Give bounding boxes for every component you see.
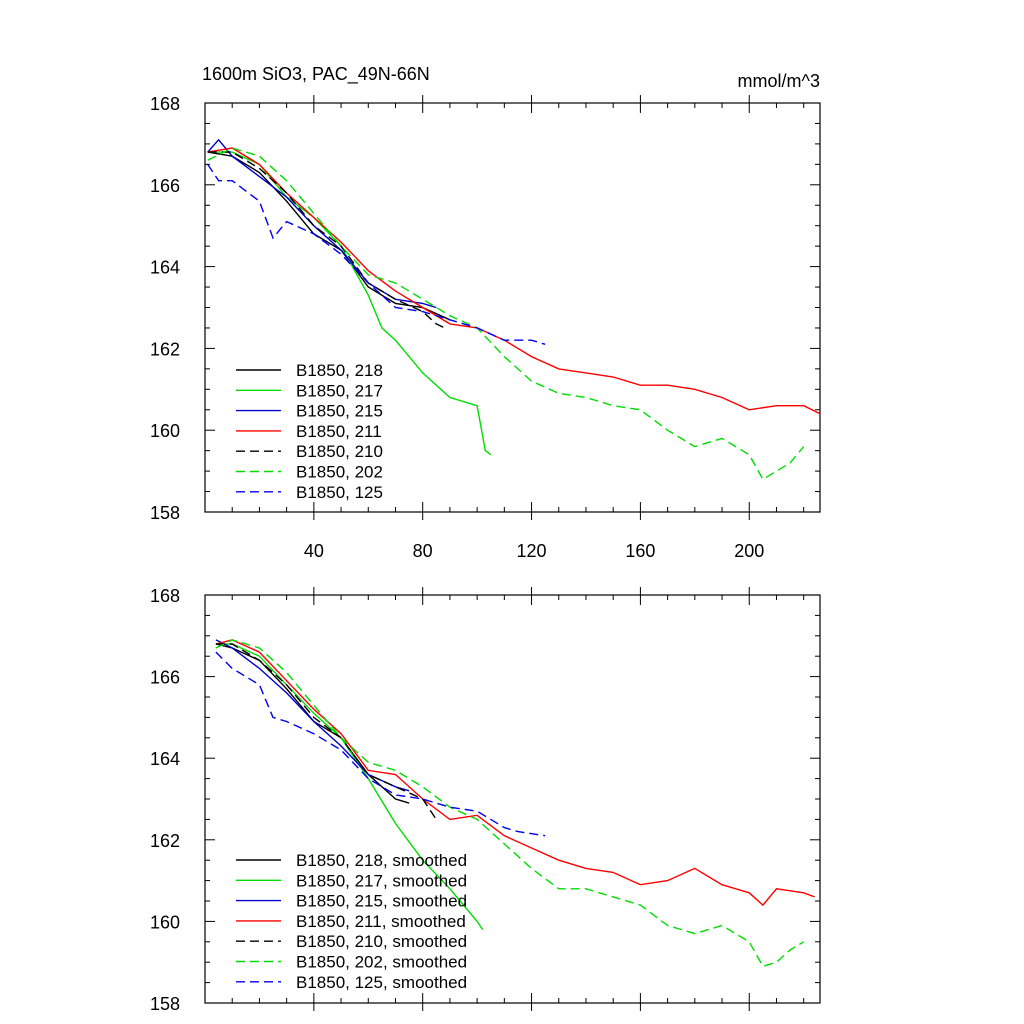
chart-title: 1600m SiO3, PAC_49N-66N [202,64,430,85]
y-tick-label: 162 [150,339,180,359]
legend-label: B1850, 218 [296,361,383,380]
y-tick-label: 160 [150,421,180,441]
legend-label: B1850, 217, smoothed [296,871,467,890]
top-panel: 1600m SiO3, PAC_49N-66N mmol/m^3 1581601… [150,64,821,561]
legend-label: B1850, 125, smoothed [296,973,467,992]
series-line-5 [215,643,437,820]
series-line-7 [207,164,546,345]
x-tick-label: 160 [625,541,655,561]
top-plot-area: 158 160 162 164 166 168 40 80 120 160 200 B1850, 21… [150,94,821,561]
series-line-4 [207,147,821,415]
legend-label: B1850, 217 [296,381,383,400]
x-tick-label: 120 [517,541,547,561]
y-tick-label: 166 [150,668,180,688]
legend-label: B1850, 202, smoothed [296,953,467,972]
x-tick-label: 40 [304,541,324,561]
y-tick-label: 166 [150,176,180,196]
legend-label: B1850, 210 [296,442,383,461]
y-tick-label: 168 [150,586,180,606]
legend-label: B1850, 218, smoothed [296,851,467,870]
series-line-6 [207,147,805,481]
y-tick-label: 158 [150,994,180,1014]
legend-label: B1850, 202 [296,463,383,482]
x-tick-label: 80 [413,541,433,561]
chart-units: mmol/m^3 [738,71,820,91]
series-line-2 [215,643,484,930]
y-tick-label: 162 [150,831,180,851]
x-tick-label: 200 [734,541,764,561]
y-tick-label: 164 [150,749,180,769]
y-tick-label: 158 [150,503,180,523]
series-line-1 [207,151,451,321]
legend-label: B1850, 211, smoothed [296,912,466,931]
series-line-7 [215,651,546,837]
y-tick-label: 160 [150,912,180,932]
y-tick-label: 164 [150,258,180,278]
legend-label: B1850, 211 [296,422,382,441]
series-line-4 [215,639,815,907]
legend-label: B1850, 215 [296,402,383,421]
legend-label: B1850, 125 [296,483,383,502]
series-line-5 [207,151,445,329]
series-line-3 [215,639,410,792]
legend-label: B1850, 215, smoothed [296,892,467,911]
y-tick-label: 168 [150,94,180,114]
legend-label: B1850, 210, smoothed [296,932,467,951]
